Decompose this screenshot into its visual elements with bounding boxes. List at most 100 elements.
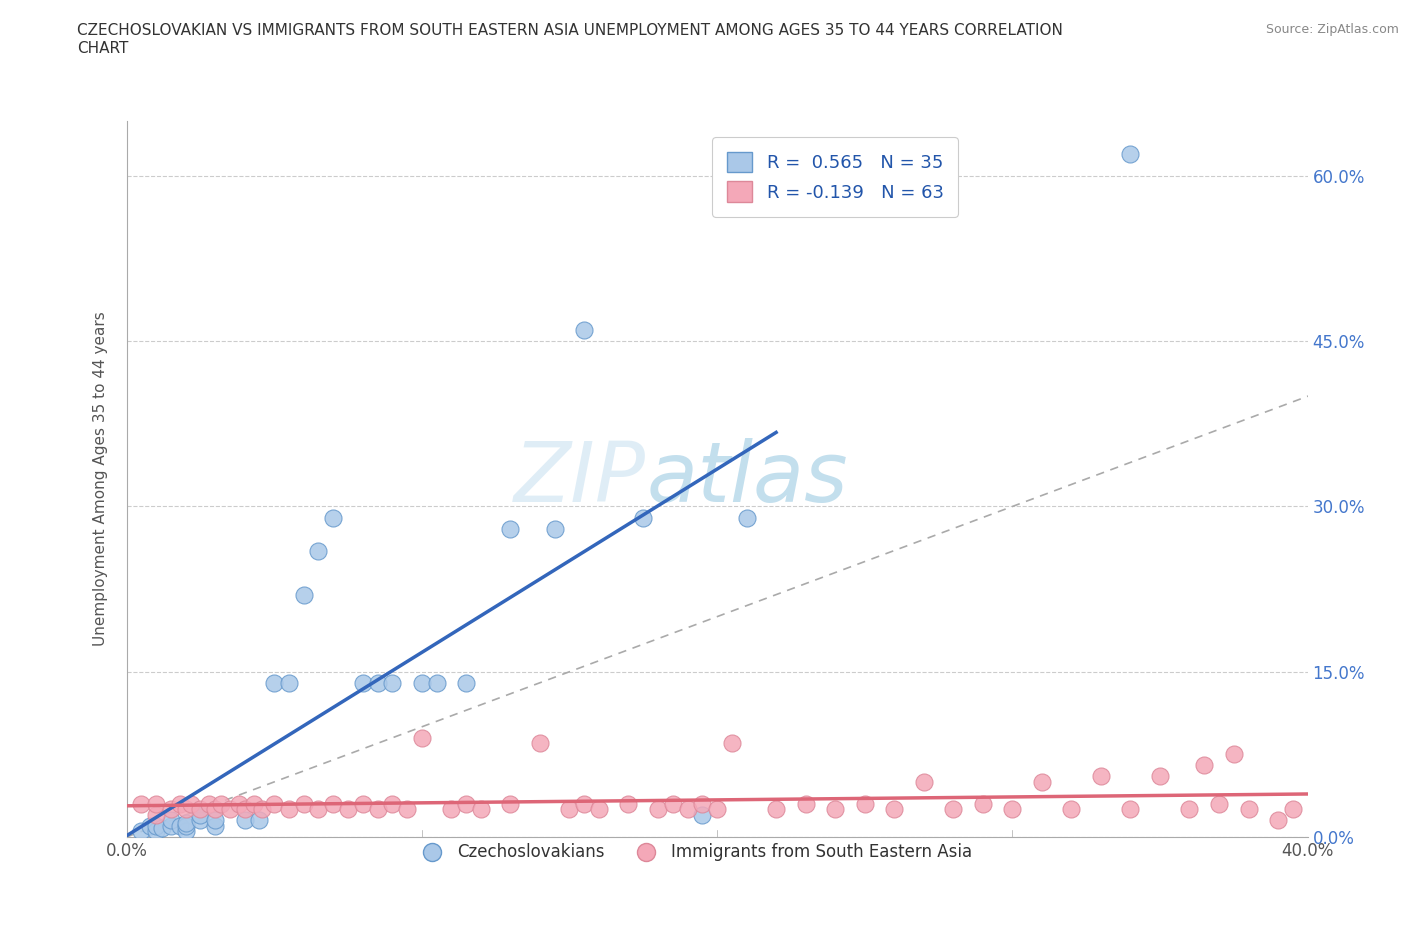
Point xyxy=(765,802,787,817)
Point xyxy=(145,807,167,822)
Point xyxy=(204,818,226,833)
Point xyxy=(145,824,167,839)
Point xyxy=(188,813,212,828)
Point xyxy=(529,736,551,751)
Point xyxy=(145,796,167,811)
Point xyxy=(972,796,994,811)
Point xyxy=(574,796,596,811)
Point xyxy=(188,807,212,822)
Point xyxy=(647,802,669,817)
Point xyxy=(1178,802,1201,817)
Point xyxy=(1208,796,1230,811)
Point xyxy=(169,818,191,833)
Point xyxy=(150,821,173,836)
Point xyxy=(396,802,419,817)
Point xyxy=(174,802,197,817)
Point xyxy=(129,796,153,811)
Point xyxy=(617,796,640,811)
Point xyxy=(263,675,285,690)
Point xyxy=(692,796,714,811)
Point xyxy=(139,818,162,833)
Point xyxy=(322,796,344,811)
Point xyxy=(308,543,330,558)
Point xyxy=(1060,802,1083,817)
Point xyxy=(543,521,565,536)
Point xyxy=(278,802,301,817)
Point xyxy=(367,802,389,817)
Point xyxy=(352,675,374,690)
Point xyxy=(160,818,183,833)
Text: Source: ZipAtlas.com: Source: ZipAtlas.com xyxy=(1265,23,1399,36)
Point xyxy=(1149,769,1171,784)
Point xyxy=(160,802,183,817)
Text: atlas: atlas xyxy=(647,438,848,520)
Point xyxy=(1192,758,1215,773)
Point xyxy=(1031,775,1053,790)
Point xyxy=(180,796,202,811)
Point xyxy=(1001,802,1024,817)
Point xyxy=(204,802,226,817)
Point xyxy=(169,796,191,811)
Legend: Czechoslovakians, Immigrants from South Eastern Asia: Czechoslovakians, Immigrants from South … xyxy=(408,837,979,868)
Point xyxy=(129,824,153,839)
Point xyxy=(367,675,389,690)
Point xyxy=(219,802,242,817)
Point xyxy=(204,813,226,828)
Point xyxy=(1237,802,1260,817)
Point xyxy=(456,796,478,811)
Point xyxy=(209,796,232,811)
Text: CZECHOSLOVAKIAN VS IMMIGRANTS FROM SOUTH EASTERN ASIA UNEMPLOYMENT AMONG AGES 35: CZECHOSLOVAKIAN VS IMMIGRANTS FROM SOUTH… xyxy=(77,23,1063,56)
Point xyxy=(322,510,344,525)
Point xyxy=(456,675,478,690)
Point xyxy=(411,730,433,745)
Text: ZIP: ZIP xyxy=(515,438,647,520)
Point xyxy=(558,802,581,817)
Point xyxy=(381,675,404,690)
Point xyxy=(252,802,274,817)
Point xyxy=(198,796,221,811)
Point xyxy=(574,323,596,338)
Point xyxy=(174,824,197,839)
Point xyxy=(411,675,433,690)
Point xyxy=(853,796,876,811)
Point xyxy=(942,802,965,817)
Point xyxy=(692,807,714,822)
Point xyxy=(337,802,360,817)
Point xyxy=(720,736,742,751)
Point xyxy=(249,813,271,828)
Point xyxy=(1223,747,1246,762)
Point xyxy=(633,510,655,525)
Point xyxy=(794,796,817,811)
Point xyxy=(228,796,250,811)
Point xyxy=(499,796,522,811)
Point xyxy=(470,802,492,817)
Point xyxy=(1282,802,1305,817)
Point xyxy=(188,802,212,817)
Point xyxy=(912,775,935,790)
Point xyxy=(292,796,315,811)
Point xyxy=(242,796,264,811)
Point xyxy=(735,510,758,525)
Point xyxy=(174,818,197,833)
Point xyxy=(662,796,685,811)
Point xyxy=(381,796,404,811)
Point xyxy=(1090,769,1112,784)
Point xyxy=(233,813,256,828)
Point xyxy=(263,796,285,811)
Point xyxy=(499,521,522,536)
Point xyxy=(308,802,330,817)
Point xyxy=(883,802,905,817)
Point xyxy=(425,675,447,690)
Point xyxy=(160,813,183,828)
Point xyxy=(440,802,463,817)
Point xyxy=(676,802,699,817)
Point xyxy=(145,818,167,833)
Point xyxy=(824,802,846,817)
Point xyxy=(292,587,315,602)
Point xyxy=(1267,813,1289,828)
Point xyxy=(706,802,728,817)
Point xyxy=(233,802,256,817)
Point xyxy=(352,796,374,811)
Point xyxy=(174,816,197,830)
Point xyxy=(588,802,610,817)
